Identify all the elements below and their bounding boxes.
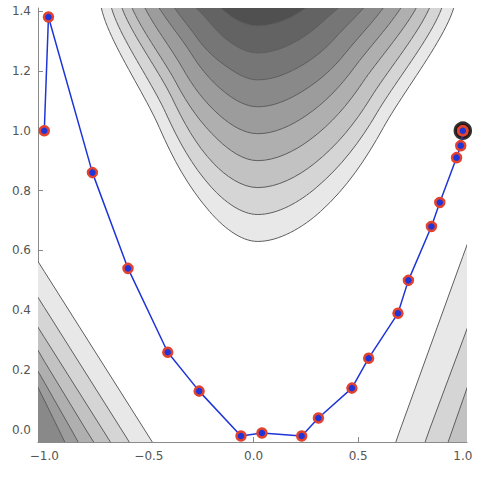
- svg-text:0.0: 0.0: [12, 423, 31, 437]
- svg-text:1.0: 1.0: [453, 449, 472, 463]
- svg-text:0.5: 0.5: [349, 449, 368, 463]
- svg-text:0.0: 0.0: [244, 449, 263, 463]
- svg-text:0.2: 0.2: [12, 363, 31, 377]
- svg-text:0.8: 0.8: [12, 184, 31, 198]
- svg-text:0.4: 0.4: [12, 303, 31, 317]
- svg-text:−0.5: −0.5: [134, 449, 163, 463]
- svg-text:1.0: 1.0: [12, 124, 31, 138]
- svg-text:0.6: 0.6: [12, 243, 31, 257]
- svg-text:1.4: 1.4: [12, 4, 31, 18]
- svg-text:−1.0: −1.0: [30, 449, 59, 463]
- svg-text:1.2: 1.2: [12, 64, 31, 78]
